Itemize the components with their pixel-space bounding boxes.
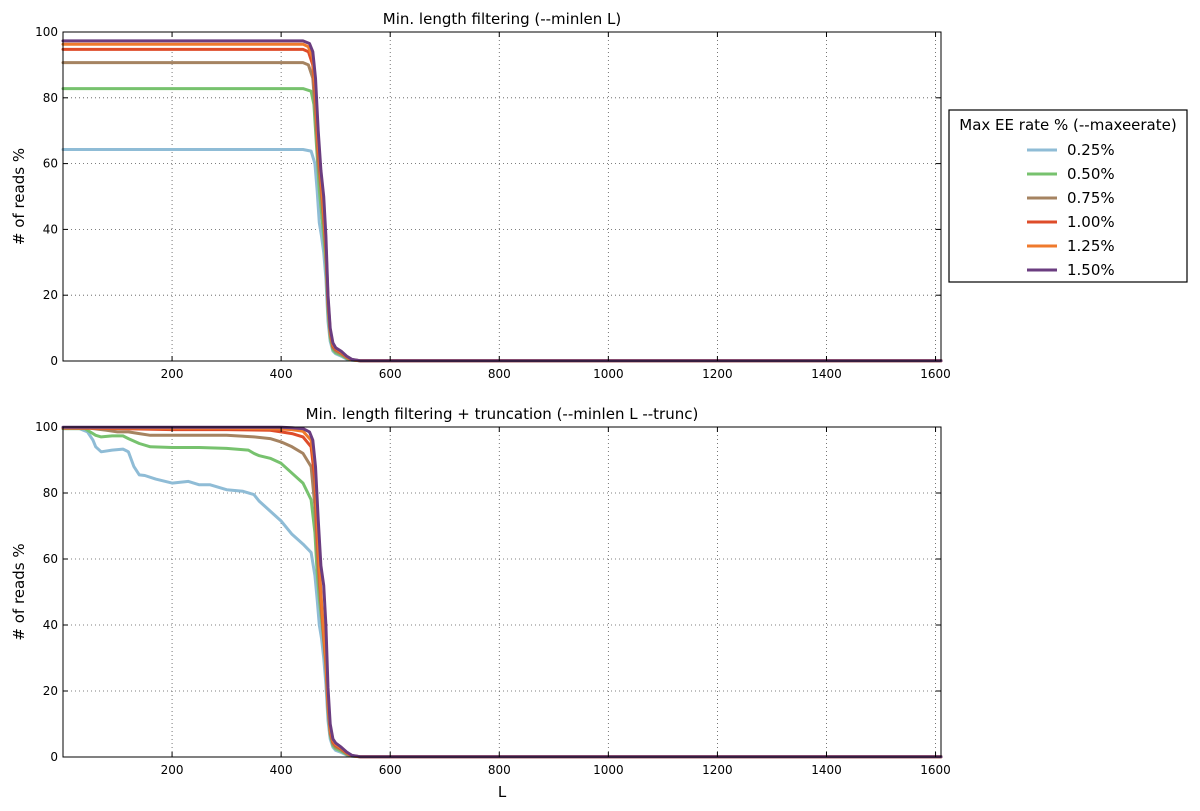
series-line-1-50pct bbox=[61, 39, 943, 363]
series-line-0-25pct bbox=[61, 427, 943, 759]
legend: Max EE rate % (--maxeerate) 0.25% 0.50% 0.7… bbox=[948, 109, 1188, 283]
series-line-0-50pct bbox=[61, 87, 943, 363]
y-tick-label: 80 bbox=[43, 486, 58, 500]
series-line-0-25pct bbox=[61, 148, 943, 363]
series-line-0-75pct bbox=[61, 426, 943, 759]
y-tick-label: 100 bbox=[35, 25, 58, 39]
x-axis-label: L bbox=[498, 783, 507, 801]
series-line-0-75pct bbox=[61, 61, 943, 363]
legend-entry-label: 0.50% bbox=[1067, 165, 1115, 183]
y-tick-label: 60 bbox=[43, 552, 58, 566]
y-tick-label: 40 bbox=[43, 618, 58, 632]
x-tick-label: 400 bbox=[270, 763, 293, 777]
y-tick-label: 20 bbox=[43, 684, 58, 698]
y-tick-label: 80 bbox=[43, 91, 58, 105]
x-tick-label: 1400 bbox=[811, 763, 842, 777]
y-tick-label: 100 bbox=[35, 420, 58, 434]
series-line-1-25pct bbox=[61, 42, 943, 363]
legend-entry-label: 1.00% bbox=[1067, 213, 1115, 231]
x-tick-label: 600 bbox=[379, 367, 402, 381]
chart-title: Min. length filtering + truncation (--mi… bbox=[306, 405, 699, 423]
series-line-1-00pct bbox=[61, 47, 943, 363]
legend-title: Max EE rate % (--maxeerate) bbox=[959, 116, 1176, 134]
x-tick-label: 1400 bbox=[811, 367, 842, 381]
y-tick-label: 60 bbox=[43, 157, 58, 171]
y-tick-label: 0 bbox=[50, 354, 58, 368]
x-tick-label: 800 bbox=[488, 763, 511, 777]
plot-frame bbox=[62, 31, 942, 362]
series-line-1-00pct bbox=[61, 426, 943, 759]
x-tick-label: 600 bbox=[379, 763, 402, 777]
legend-entry-label: 0.25% bbox=[1067, 141, 1115, 159]
x-tick-label: 1000 bbox=[593, 763, 624, 777]
y-axis-label: # of reads % bbox=[10, 148, 28, 245]
x-tick-label: 1600 bbox=[920, 367, 951, 381]
series-line-1-50pct bbox=[61, 425, 943, 759]
bottom-panel: 200 400 600 800 1000 1200 1400 1600 0 20 40 60 80 100… bbox=[10, 405, 951, 801]
x-tick-label: 1000 bbox=[593, 367, 624, 381]
x-tick-label: 200 bbox=[161, 367, 184, 381]
series-line-0-50pct bbox=[61, 427, 943, 759]
y-tick-label: 20 bbox=[43, 288, 58, 302]
top-panel: 200 400 600 800 1000 1200 1400 1600 0 20 40 60 80 100… bbox=[10, 10, 951, 381]
y-axis-label: # of reads % bbox=[10, 543, 28, 640]
legend-entry-label: 1.50% bbox=[1067, 261, 1115, 279]
y-tick-label: 40 bbox=[43, 222, 58, 236]
x-tick-label: 400 bbox=[270, 367, 293, 381]
x-tick-label: 800 bbox=[488, 367, 511, 381]
y-tick-label: 0 bbox=[50, 750, 58, 764]
x-tick-label: 1600 bbox=[920, 763, 951, 777]
legend-frame bbox=[948, 109, 1188, 283]
series-line-1-25pct bbox=[61, 426, 943, 759]
x-tick-label: 1200 bbox=[702, 367, 733, 381]
legend-entry-label: 0.75% bbox=[1067, 189, 1115, 207]
legend-entry-label: 1.25% bbox=[1067, 237, 1115, 255]
x-tick-label: 200 bbox=[161, 763, 184, 777]
chart-title: Min. length filtering (--minlen L) bbox=[383, 10, 621, 28]
x-tick-label: 1200 bbox=[702, 763, 733, 777]
plot-frame bbox=[62, 426, 942, 758]
